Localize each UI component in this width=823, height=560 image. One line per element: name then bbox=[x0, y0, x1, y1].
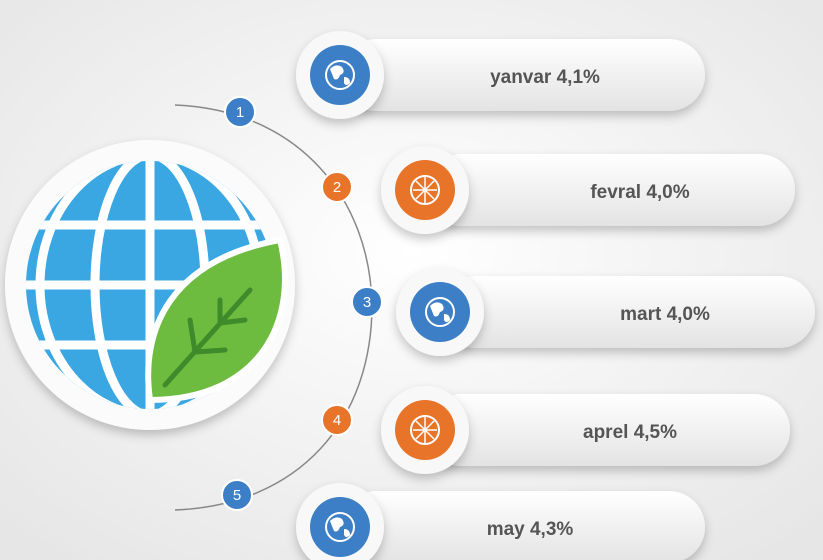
step-number: 1 bbox=[236, 104, 244, 121]
step-badge bbox=[221, 479, 253, 511]
step-badge bbox=[321, 404, 353, 436]
icon-earth-land bbox=[430, 302, 450, 322]
item: aprel 4,5% 4 bbox=[321, 386, 790, 474]
item-label: fevral 4,0% bbox=[590, 182, 689, 203]
globe-logo bbox=[5, 140, 295, 430]
label-pill bbox=[425, 154, 795, 226]
item: mart 4,0% 3 bbox=[351, 268, 815, 356]
icon-earth bbox=[425, 297, 455, 327]
icon-earth-land bbox=[330, 65, 350, 85]
label-pill bbox=[340, 39, 705, 111]
item: may 4,3% 5 bbox=[221, 479, 705, 560]
item-label: mart 4,0% bbox=[620, 304, 710, 325]
icon-network-lines bbox=[413, 176, 437, 204]
item: fevral 4,0% 2 bbox=[321, 146, 795, 234]
icon-earth-land bbox=[330, 517, 350, 537]
step-number: 5 bbox=[233, 487, 241, 504]
step-badge bbox=[321, 171, 353, 203]
step-number: 2 bbox=[333, 179, 341, 196]
icon-network-lines bbox=[413, 416, 437, 444]
label-pill bbox=[340, 491, 705, 560]
icon-earth bbox=[325, 60, 355, 90]
item-label: may 4,3% bbox=[487, 519, 574, 540]
step-badge bbox=[224, 96, 256, 128]
step-number: 4 bbox=[333, 412, 341, 429]
item-label: yanvar 4,1% bbox=[490, 67, 600, 88]
item-label: aprel 4,5% bbox=[583, 422, 677, 443]
item: yanvar 4,1% 1 bbox=[224, 31, 705, 128]
step-number: 3 bbox=[363, 294, 371, 311]
step-badge bbox=[351, 286, 383, 318]
icon-earth bbox=[325, 512, 355, 542]
label-pill bbox=[440, 276, 815, 348]
label-pill bbox=[425, 394, 790, 466]
